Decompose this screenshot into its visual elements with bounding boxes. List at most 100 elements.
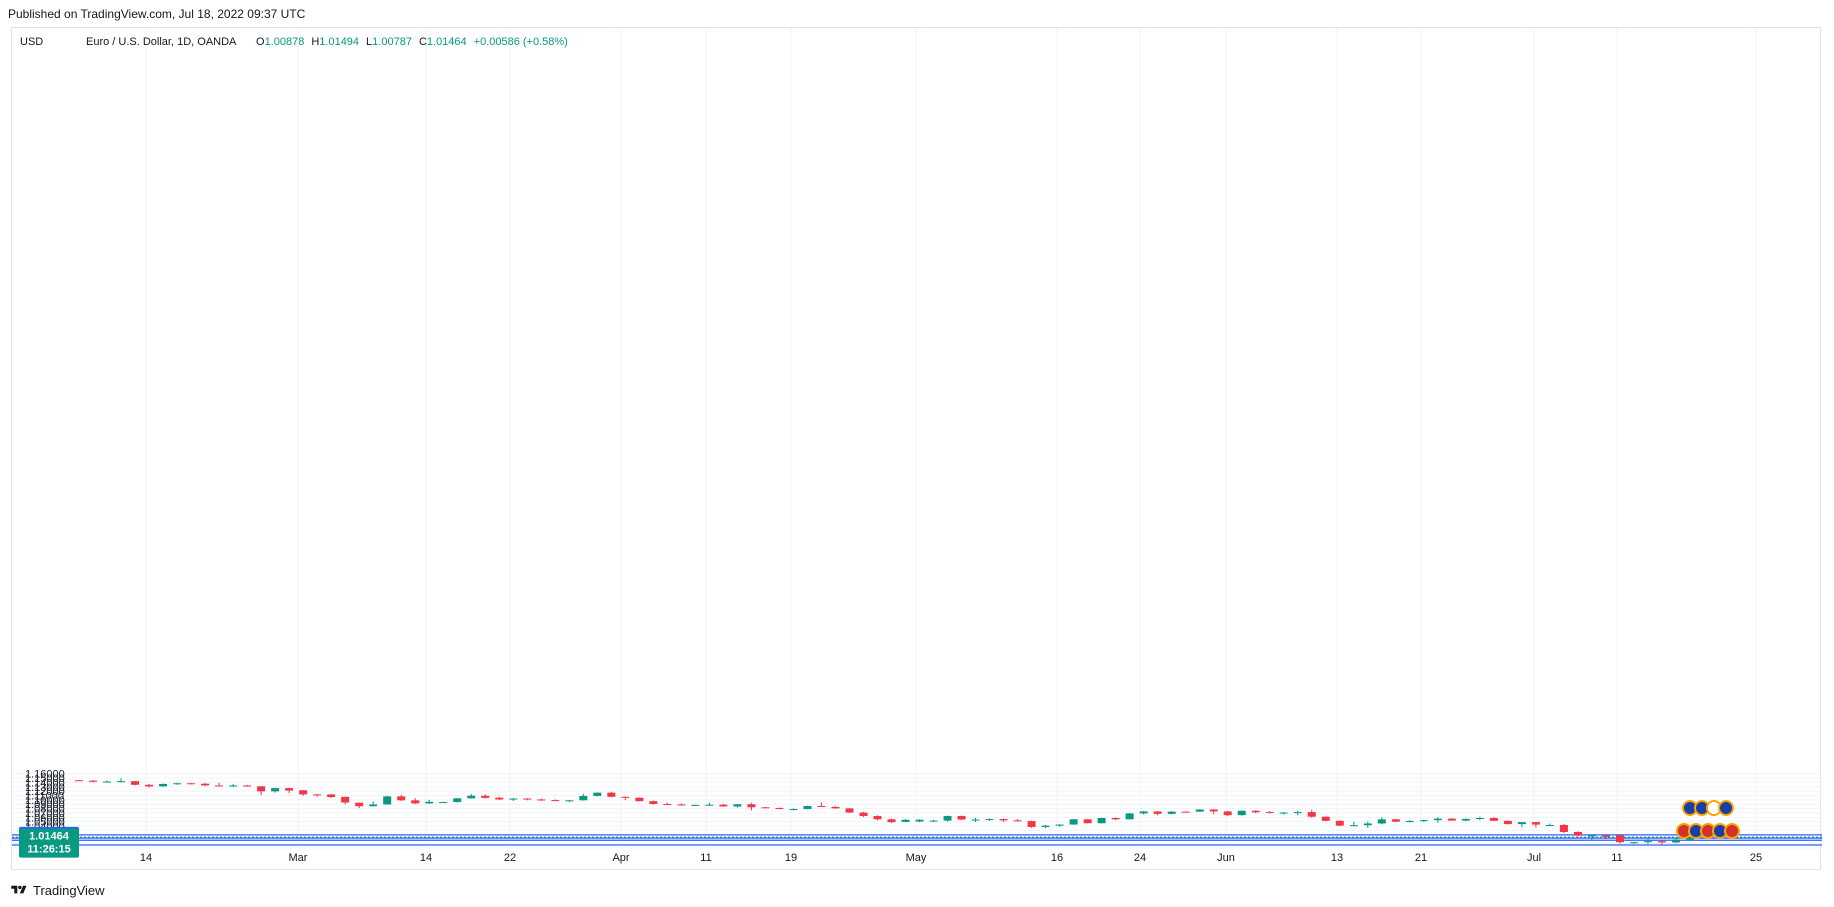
- candle-down: [1111, 817, 1120, 821]
- ohlc-readout: O1.00878 H1.01494 L1.00787 C1.01464 +0.00586…: [256, 36, 568, 48]
- candle-up: [1405, 819, 1414, 823]
- candle-body: [523, 798, 532, 800]
- candle-up: [117, 778, 126, 783]
- candle-body: [1391, 819, 1400, 822]
- candle-body: [1587, 835, 1596, 837]
- candle-body: [859, 812, 868, 817]
- candle-body: [1545, 824, 1554, 826]
- candle-body: [411, 800, 420, 804]
- candle-up: [229, 783, 238, 787]
- candle-body: [1363, 823, 1372, 826]
- candle-body: [1447, 818, 1456, 821]
- candle-body: [299, 790, 308, 795]
- candle-body: [1461, 818, 1470, 821]
- candle-up: [1419, 819, 1428, 823]
- candle-down: [719, 804, 728, 807]
- candle-up: [1195, 809, 1204, 812]
- candle-body: [1321, 816, 1330, 821]
- change-value: +0.00586 (+0.58%): [474, 36, 568, 48]
- candle-body: [537, 799, 546, 801]
- candle-body: [187, 783, 196, 785]
- tradingview-brand-text: TradingView: [33, 882, 105, 898]
- candle-body: [747, 804, 756, 808]
- y-tick-label: 1.13000: [25, 782, 65, 794]
- y-tick-label: 1.16000: [25, 769, 65, 781]
- price-badge-text: 1.01464: [29, 831, 70, 843]
- footer-brand[interactable]: TradingView: [10, 882, 105, 898]
- candle-body: [173, 783, 182, 785]
- candle-down: [523, 798, 532, 801]
- currency-label: USD: [20, 36, 43, 48]
- y-tick-label: 1.05000: [25, 817, 65, 829]
- candle-down: [1013, 819, 1022, 822]
- candle-up: [1629, 842, 1638, 844]
- candle-body: [621, 796, 630, 798]
- candle-body: [75, 780, 83, 782]
- candle-down: [355, 802, 364, 809]
- candle-body: [229, 785, 238, 787]
- price-badge-bg: [19, 828, 79, 858]
- chart-frame[interactable]: [11, 27, 1821, 870]
- candle-body: [1279, 812, 1288, 814]
- candle-up: [103, 780, 112, 783]
- candle-down: [145, 783, 154, 788]
- candle-body: [1671, 839, 1680, 843]
- candle-up: [1069, 819, 1078, 825]
- economic-events-layer[interactable]: [1676, 800, 1740, 839]
- candle-down: [1573, 831, 1582, 837]
- candle-up: [1461, 818, 1470, 822]
- candle-down: [621, 796, 630, 801]
- candle-up: [789, 808, 798, 811]
- candle-down: [1321, 816, 1330, 822]
- candle-down: [313, 794, 322, 797]
- candle-down: [411, 798, 420, 805]
- candle-body: [775, 807, 784, 810]
- candle-body: [1069, 819, 1078, 825]
- candle-body: [1153, 811, 1162, 814]
- candle-up: [1237, 810, 1246, 816]
- candle-body: [1573, 831, 1582, 836]
- candle-down: [1251, 810, 1260, 814]
- candle-body: [733, 804, 742, 807]
- candle-body: [1433, 818, 1442, 821]
- candle-body: [145, 784, 154, 787]
- candle-body: [327, 794, 336, 798]
- candle-down: [89, 780, 98, 783]
- x-tick-label: 22: [504, 852, 516, 864]
- candle-down: [481, 794, 490, 799]
- x-tick-label: 11: [700, 852, 711, 864]
- candle-body: [971, 819, 980, 821]
- candle-down: [1391, 818, 1400, 823]
- candle-body: [369, 804, 378, 807]
- candle-up: [439, 801, 448, 804]
- candle-body: [1531, 822, 1540, 825]
- candle-body: [1601, 835, 1610, 837]
- x-tick-label: 25: [1750, 852, 1762, 864]
- candle-body: [509, 798, 518, 800]
- candle-down: [187, 782, 196, 785]
- candle-up: [1139, 811, 1148, 815]
- y-tick-label: 1.11000: [25, 791, 64, 803]
- candle-down: [859, 811, 868, 817]
- high-label: H: [311, 36, 319, 48]
- candle-body: [1237, 810, 1246, 816]
- candle-body: [551, 800, 560, 802]
- candle-up: [1293, 810, 1302, 816]
- candle-body: [1195, 809, 1204, 812]
- candle-down: [831, 806, 840, 809]
- candle-up: [943, 815, 952, 822]
- candle-down: [1083, 819, 1092, 824]
- candle-up: [1643, 838, 1652, 844]
- candle-up: [1041, 824, 1050, 829]
- candle-body: [985, 819, 994, 821]
- price-chart[interactable]: 1.160001.150001.140001.130001.120001.110…: [0, 0, 1834, 880]
- candle-body: [1013, 820, 1022, 822]
- event-flags-us: [1676, 823, 1740, 839]
- candle-body: [943, 816, 952, 821]
- candle-body: [1097, 817, 1106, 824]
- candle-down: [887, 818, 896, 824]
- candle-up: [1097, 817, 1106, 824]
- candle-body: [705, 804, 714, 806]
- y-tick-label: 1.14000: [25, 777, 65, 789]
